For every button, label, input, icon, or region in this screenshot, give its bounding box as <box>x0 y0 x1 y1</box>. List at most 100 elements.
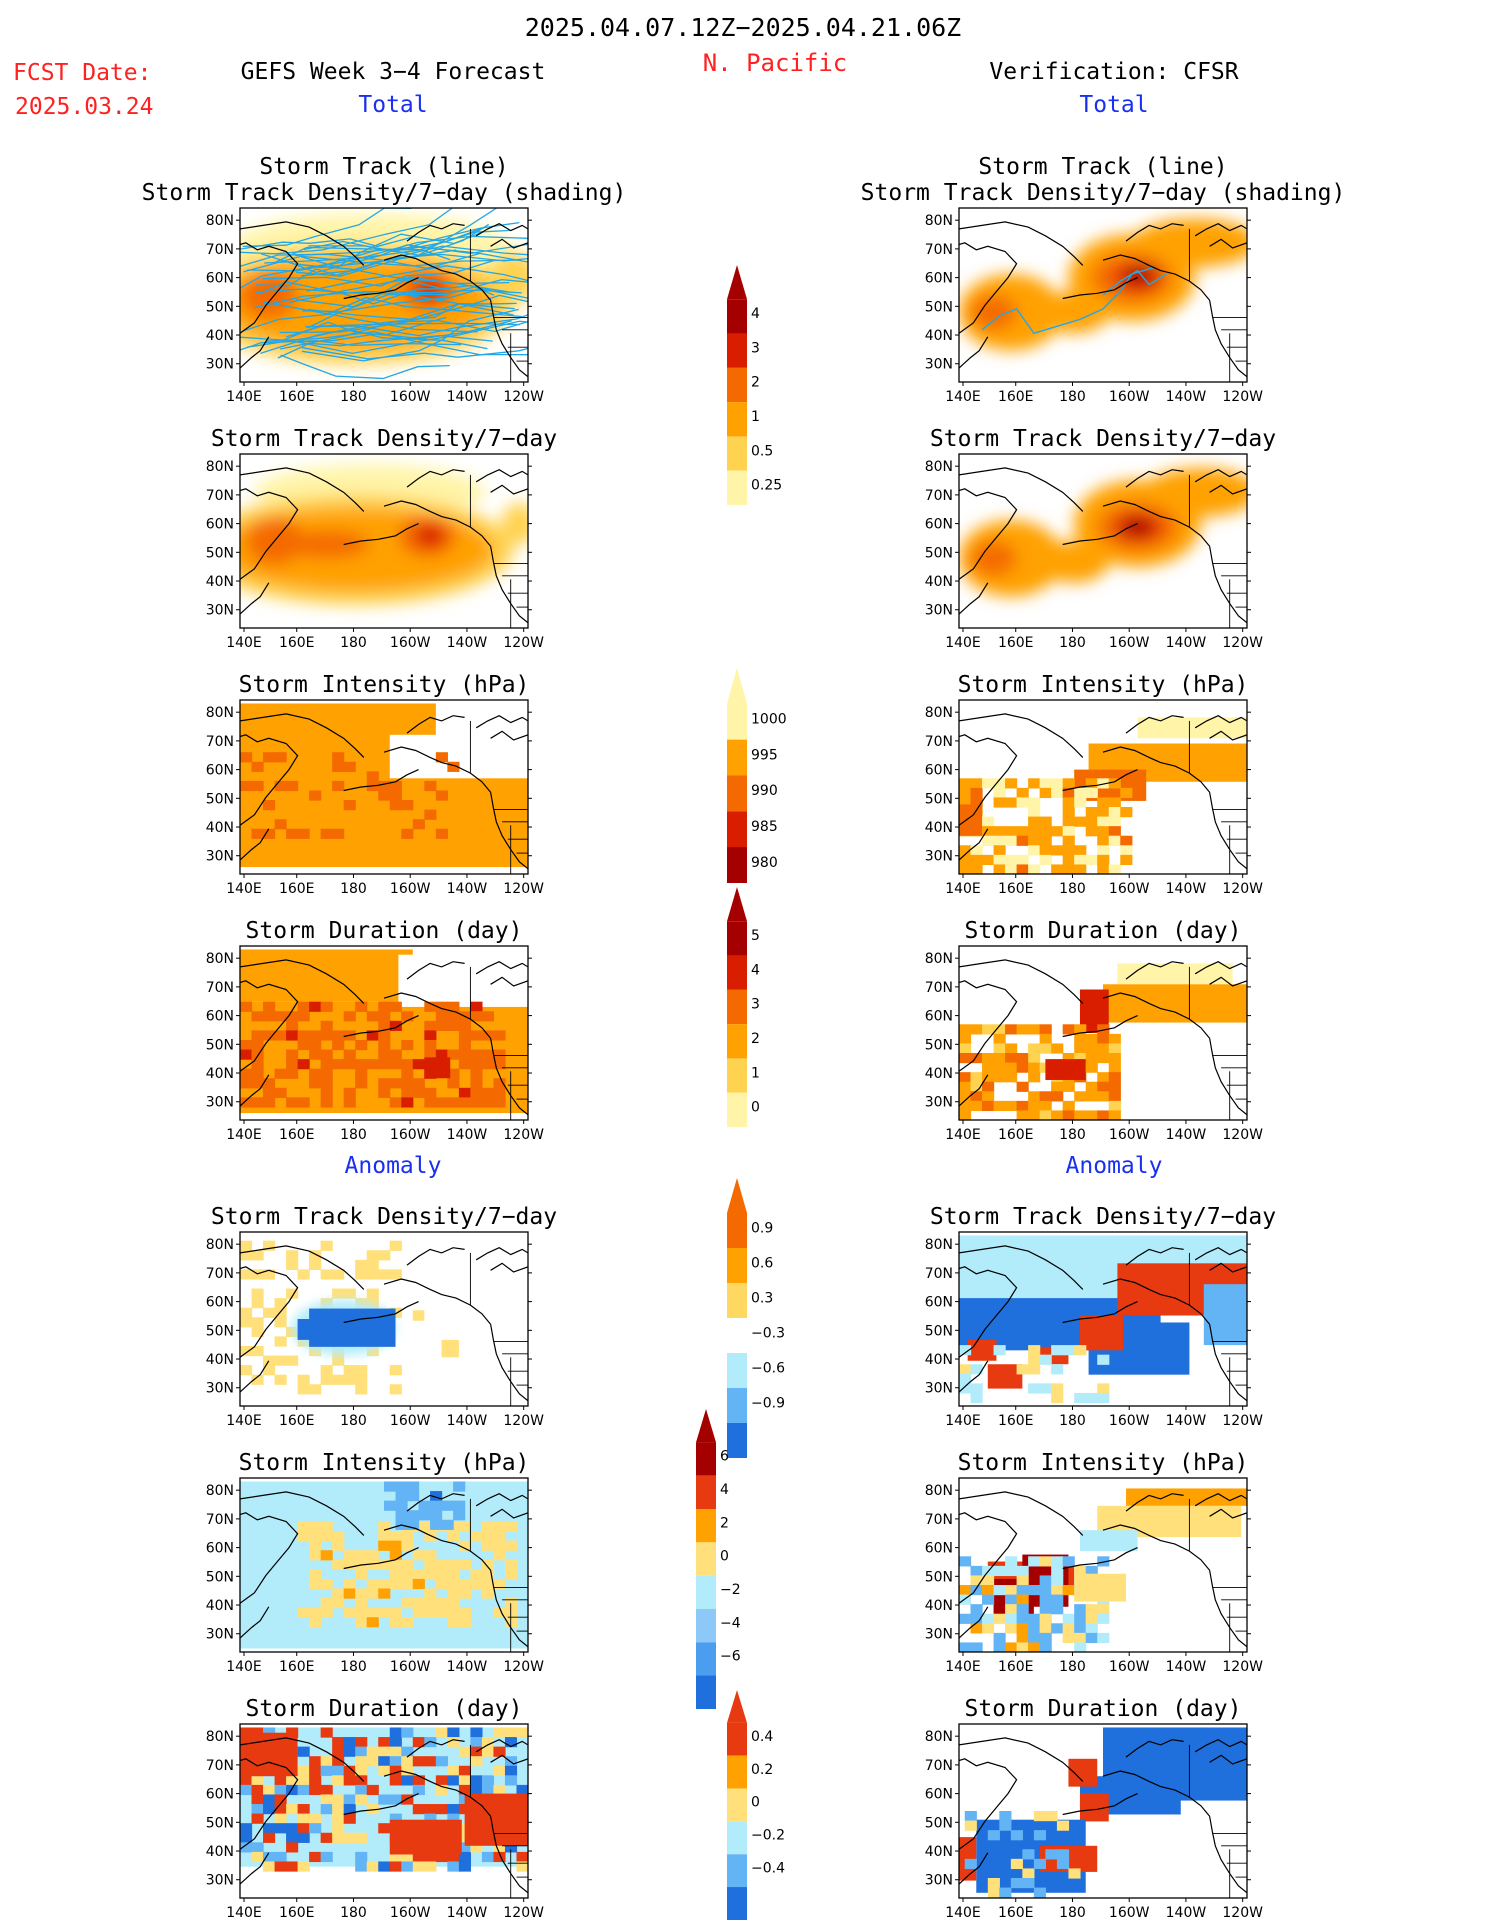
coastline <box>1194 1493 1247 1507</box>
colorbar-label: 0 <box>720 1549 729 1565</box>
lat-tick-label: 50N <box>925 299 953 315</box>
date-range-title: 2025.04.07.12Z−2025.04.21.06Z <box>525 13 962 42</box>
coastline <box>383 1278 492 1325</box>
lat-tick-label: 70N <box>925 1512 953 1528</box>
lon-tick-label: 160W <box>390 881 431 897</box>
coastline <box>240 242 299 334</box>
panel-title: Storm Duration (day) <box>246 918 523 944</box>
colorbar-label: 3 <box>751 340 760 356</box>
lat-tick-label: 40N <box>925 1598 953 1614</box>
lat-tick-label: 60N <box>206 517 234 533</box>
coastline <box>959 1360 989 1393</box>
lat-tick-label: 60N <box>925 763 953 779</box>
panel-title: Storm Intensity (hPa) <box>239 672 530 698</box>
region-title: N. Pacific <box>703 49 848 77</box>
colorbar-label: 995 <box>751 747 778 763</box>
panel-title: Storm Intensity (hPa) <box>958 1450 1249 1476</box>
coastline <box>1209 1324 1247 1402</box>
coastline <box>490 484 528 495</box>
coastline <box>240 1266 299 1358</box>
coastline <box>240 1074 270 1107</box>
lat-tick-label: 70N <box>925 1266 953 1282</box>
coastline <box>343 1301 419 1324</box>
lat-tick-label: 60N <box>925 1541 953 1557</box>
panel-title: Storm Intensity (hPa) <box>958 672 1249 698</box>
lat-tick-label: 70N <box>925 1758 953 1774</box>
left-anomaly-label: Anomaly <box>345 1153 442 1179</box>
coastline <box>240 1245 365 1290</box>
lon-tick-label: 120W <box>503 389 544 405</box>
lat-tick-label: 30N <box>925 849 953 865</box>
colorbar-label: 2 <box>720 1515 729 1531</box>
map-frame <box>239 1231 529 1407</box>
coastline <box>959 1512 1018 1604</box>
coastline <box>240 221 365 266</box>
lat-tick-label: 40N <box>206 1066 234 1082</box>
lat-tick-label: 70N <box>925 488 953 504</box>
lat-tick-label: 30N <box>925 1873 953 1889</box>
map-panel-l0: 80N 70N 60N 50N 40N 30N 140E 160E 180 160W 140W 120… <box>142 154 627 405</box>
coastline <box>959 336 989 369</box>
colorbar-label: −0.3 <box>751 1325 785 1341</box>
coastline <box>240 734 299 826</box>
colorbar-label: 990 <box>751 783 778 799</box>
colorbar-label: 980 <box>751 855 778 871</box>
coastline <box>1125 223 1184 242</box>
lon-tick-label: 120W <box>1222 1413 1263 1429</box>
colorbar-density-anom: 0.9 0.6 0.3 −0.3 −0.6 −0.9 <box>727 1178 785 1458</box>
lon-tick-label: 140E <box>945 881 981 897</box>
lat-tick-label: 40N <box>206 328 234 344</box>
coastline <box>1209 1262 1247 1273</box>
colorbar-label: 0.5 <box>751 443 773 459</box>
panel-title: Storm Track Density/7−day <box>211 426 557 452</box>
coastline <box>383 500 492 547</box>
map-panel-l5: 80N 70N 60N 50N 40N 30N 140E 160E 180 160W 140W 120… <box>206 1450 544 1675</box>
coastline <box>240 1758 299 1850</box>
colorbars: 43210.50.2510009959909859805432100.90.60… <box>696 265 787 1920</box>
lat-tick-label: 50N <box>925 1323 953 1339</box>
colorbar-label: 0.9 <box>751 1220 773 1236</box>
lat-tick-label: 60N <box>925 271 953 287</box>
coastline <box>475 961 528 975</box>
coastline <box>406 961 465 980</box>
lon-tick-label: 120W <box>503 1905 544 1921</box>
colorbar-label: 2 <box>751 1031 760 1047</box>
lon-tick-label: 160W <box>390 1127 431 1143</box>
lat-tick-label: 30N <box>925 357 953 373</box>
colorbar-label: 0.4 <box>751 1729 773 1745</box>
colorbar-label: 0.25 <box>751 478 782 494</box>
lat-tick-label: 60N <box>925 1787 953 1803</box>
lon-tick-label: 160W <box>1109 635 1150 651</box>
coastline <box>343 1015 419 1038</box>
coastline <box>959 1245 1084 1290</box>
lon-tick-label: 140E <box>226 1127 262 1143</box>
lat-tick-label: 60N <box>206 763 234 779</box>
lat-tick-label: 60N <box>206 1295 234 1311</box>
map-panel-r2: 80N 70N 60N 50N 40N 30N 140E 160E 180 160W 140W 120… <box>925 672 1263 897</box>
map-frame <box>958 1723 1248 1899</box>
lon-tick-label: 160E <box>279 389 315 405</box>
lon-tick-label: 160E <box>279 881 315 897</box>
lat-tick-label: 30N <box>206 357 234 373</box>
lon-tick-label: 160E <box>998 1413 1034 1429</box>
lon-tick-label: 140W <box>447 881 488 897</box>
coastline <box>1062 1547 1138 1570</box>
colorbar-label: 0.3 <box>751 1290 773 1306</box>
lon-tick-label: 120W <box>1222 1127 1263 1143</box>
lon-tick-label: 140W <box>1166 1413 1207 1429</box>
lon-tick-label: 120W <box>1222 635 1263 651</box>
lat-tick-label: 50N <box>206 791 234 807</box>
lon-tick-label: 140W <box>1166 1127 1207 1143</box>
map-panel-r3: 80N 70N 60N 50N 40N 30N 140E 160E 180 160W 140W 120… <box>925 918 1263 1143</box>
coastline <box>959 221 1084 266</box>
coastline <box>1125 961 1184 980</box>
panel-title: Storm Track Density/7−day <box>930 426 1276 452</box>
map-frame <box>958 945 1248 1121</box>
lat-tick-label: 80N <box>206 705 234 721</box>
lat-tick-label: 70N <box>925 980 953 996</box>
coastline <box>1102 1278 1211 1325</box>
coastline <box>490 1038 528 1116</box>
lat-tick-label: 30N <box>206 1873 234 1889</box>
lat-tick-label: 50N <box>206 1815 234 1831</box>
lat-tick-label: 30N <box>206 1627 234 1643</box>
